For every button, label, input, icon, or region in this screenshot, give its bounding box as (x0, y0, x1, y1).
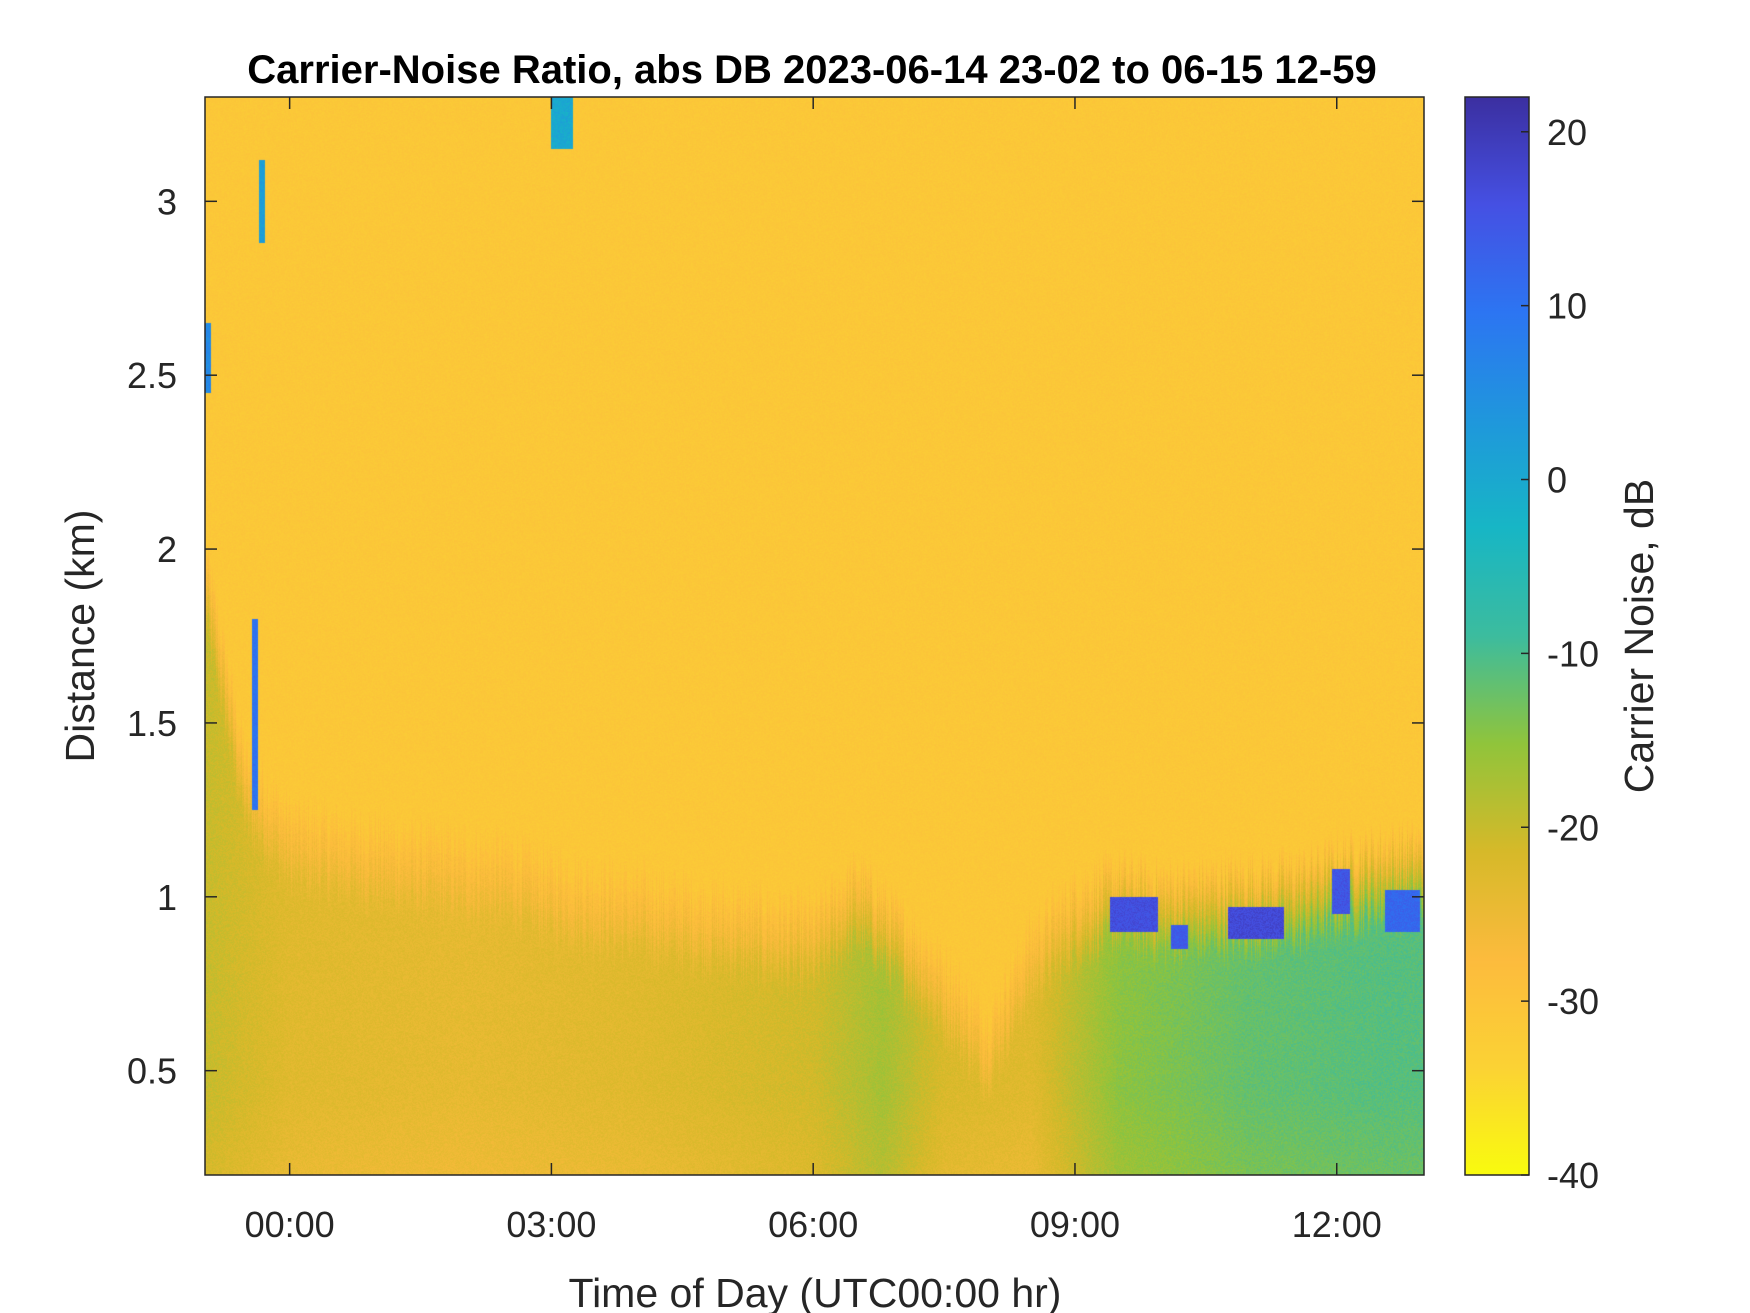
y-axis-ticks: 0.5 1 1.5 2 2.5 3 (127, 181, 1424, 1092)
x-tick-label: 09:00 (1030, 1204, 1120, 1245)
x-tick-label: 03:00 (506, 1204, 596, 1245)
chart-title: Carrier-Noise Ratio, abs DB 2023-06-14 2… (247, 48, 1376, 92)
colorbar: 20 10 0 -10 -20 -30 -40 (1464, 96, 1599, 1196)
x-tick-label: 06:00 (768, 1204, 858, 1245)
y-tick-label: 0.5 (127, 1051, 177, 1092)
colorbar-tick-label: 10 (1547, 286, 1587, 327)
colorbar-tick-label: 20 (1547, 112, 1587, 153)
colorbar-tick-label: -20 (1547, 807, 1599, 848)
colorbar-tick-label: -30 (1547, 981, 1599, 1022)
colorbar-label: Carrier Noise, dB (1616, 479, 1662, 793)
colorbar-ticks: 20 10 0 -10 -20 -30 -40 (1521, 112, 1599, 1196)
colorbar-tick-label: 0 (1547, 460, 1567, 501)
y-axis-label: Distance (km) (57, 510, 103, 763)
colorbar-tick-label: -10 (1547, 633, 1599, 674)
heatmap-image (205, 97, 1424, 1175)
y-tick-label: 3 (157, 181, 177, 222)
x-axis-ticks: 00:00 03:00 06:00 09:00 12:00 (245, 97, 1382, 1245)
x-tick-label: 00:00 (245, 1204, 335, 1245)
x-axis-label: Time of Day (UTC00:00 hr) (569, 1270, 1062, 1313)
y-tick-label: 2.5 (127, 355, 177, 396)
y-tick-label: 2 (157, 529, 177, 570)
y-tick-label: 1.5 (127, 703, 177, 744)
colorbar-tick-label: -40 (1547, 1155, 1599, 1196)
plot-frame (204, 96, 1425, 1176)
heatmap-container (205, 97, 1424, 1175)
y-tick-label: 1 (157, 877, 177, 918)
x-tick-label: 12:00 (1292, 1204, 1382, 1245)
colorbar-gradient (1464, 96, 1530, 1176)
plot-area: 00:00 03:00 06:00 09:00 12:00 0.5 1 1.5 2 2.5 3 (127, 96, 1425, 1245)
